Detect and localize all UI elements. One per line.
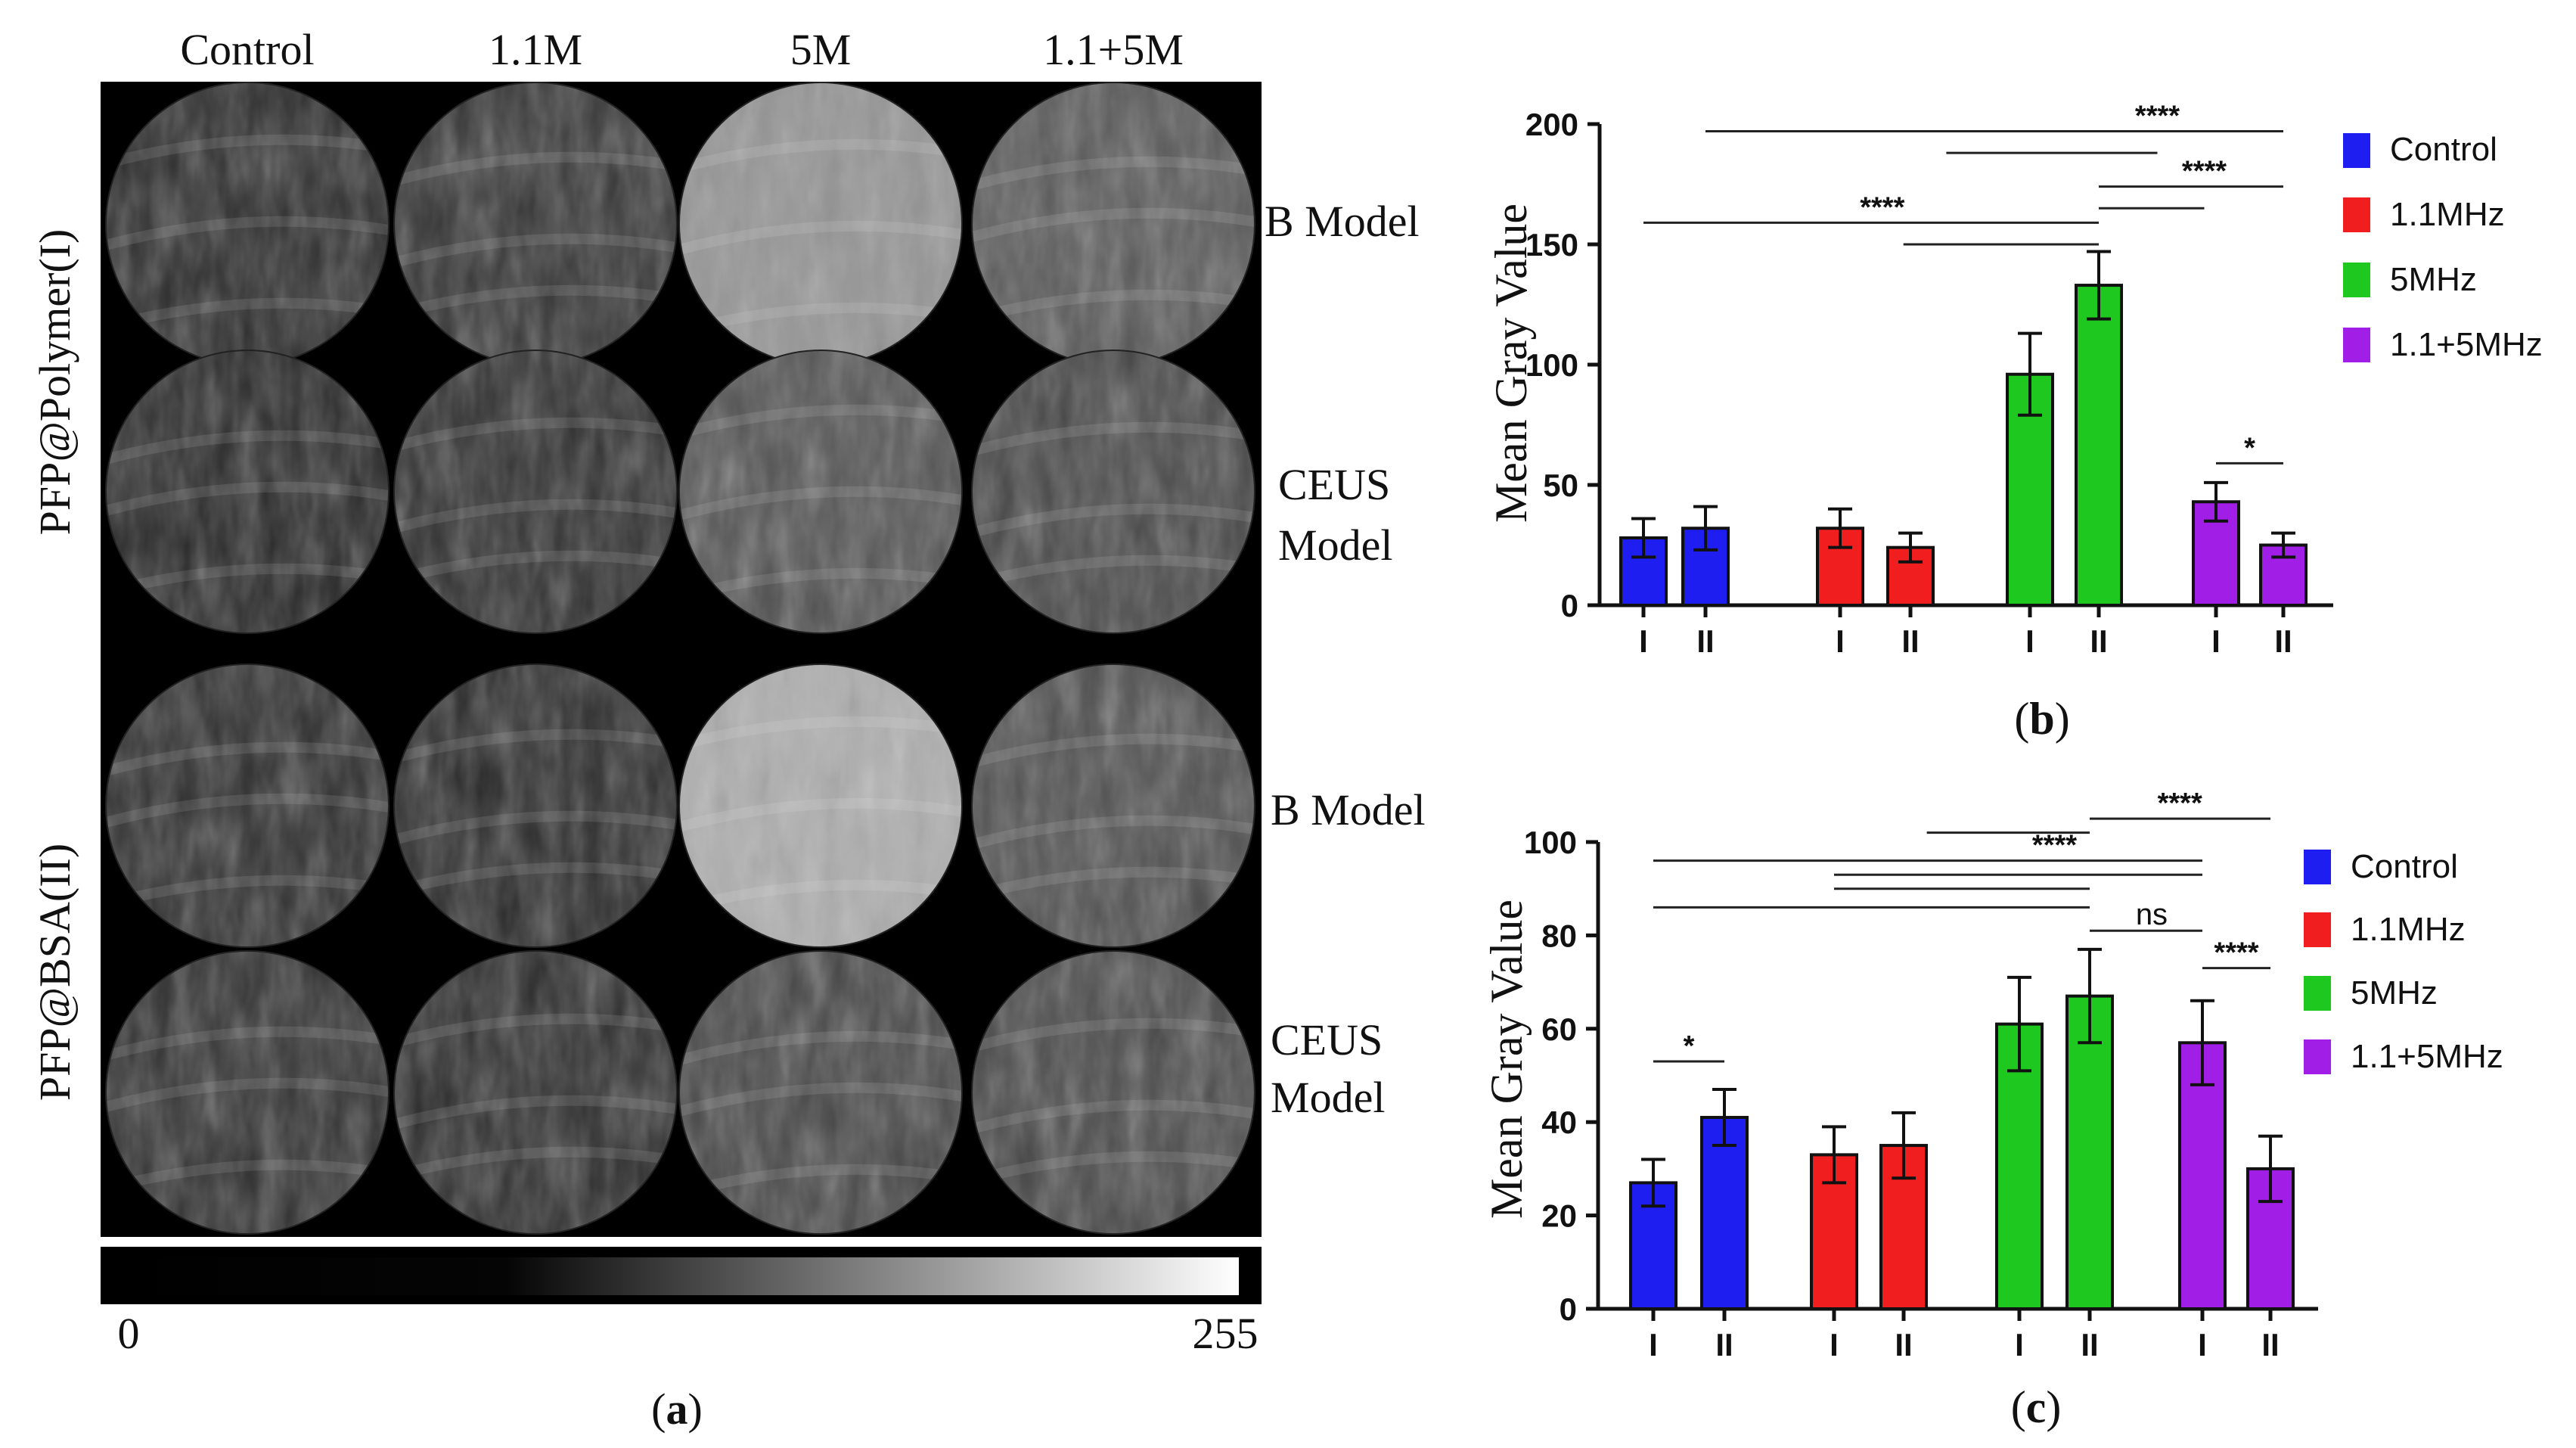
significance-label: * [1684, 1030, 1695, 1062]
x-tick-label: II [1901, 623, 1919, 659]
x-tick-label: I [2015, 1327, 2024, 1363]
scale-max-label: 255 [1193, 1309, 1259, 1358]
legend-c-swatch-control [2304, 850, 2331, 884]
ultrasound-image [971, 350, 1255, 634]
column-label-control: Control [180, 25, 314, 74]
legend-c-swatch-5mhz [2304, 976, 2331, 1011]
legend-b-label-1-1-5mhz: 1.1+5MHz [2390, 326, 2543, 363]
panel-a-caption: (a) [651, 1384, 703, 1434]
bar [1700, 1116, 1749, 1311]
ultrasound-image [971, 950, 1255, 1235]
row-label-b-model-2: B Model [1271, 785, 1426, 834]
scale-min-label: 0 [118, 1309, 140, 1358]
legend-c-swatch-1-1-5mhz [2304, 1039, 2331, 1074]
row-group-label-bsa: PFP@BSA(II) [30, 844, 79, 1101]
legend-b-swatch-5mhz [2343, 263, 2370, 297]
significance-label: **** [2214, 937, 2258, 969]
ultrasound-image [393, 82, 678, 366]
significance-label: **** [2032, 830, 2077, 862]
ultrasound-image [971, 663, 1255, 948]
x-tick-label: I [2025, 623, 2034, 659]
row-label-b-model-1: B Model [1265, 197, 1420, 246]
chart-b-ylabel: Mean Gray Value [1486, 204, 1536, 523]
y-tick-label: 100 [1524, 825, 1577, 860]
x-tick-label: I [2198, 1327, 2207, 1363]
panel-a-image-grid: Control 1.1M 5M 1.1+5M B Model CEUS Model… [30, 25, 1426, 1434]
column-label-1-1-5m: 1.1+5M [1043, 25, 1184, 74]
legend-b-label-control: Control [2390, 131, 2497, 168]
ultrasound-image [393, 350, 678, 634]
significance-label: * [2244, 432, 2255, 464]
legend-b-swatch-1-1mhz [2343, 197, 2370, 232]
x-tick-label: I [1639, 623, 1648, 659]
y-tick-label: 50 [1543, 468, 1578, 503]
gray-scale-bar [112, 1257, 1239, 1295]
significance-label: **** [2158, 788, 2202, 819]
chart-c-caption: (c) [2011, 1382, 2062, 1432]
legend-c-label-5mhz: 5MHz [2351, 974, 2438, 1011]
bar [2075, 284, 2123, 607]
y-tick-label: 0 [1561, 588, 1578, 623]
ultrasound-image [105, 350, 390, 634]
significance-label: **** [2182, 156, 2227, 188]
legend-b-label-1-1mhz: 1.1MHz [2390, 196, 2505, 233]
y-tick-label: 0 [1560, 1291, 1577, 1327]
ultrasound-image [971, 82, 1255, 366]
column-label-1-1m: 1.1M [489, 25, 582, 74]
legend-b-swatch-1-1-5mhz [2343, 328, 2370, 362]
x-tick-label: II [2261, 1327, 2279, 1363]
ultrasound-image [105, 950, 390, 1235]
y-tick-label: 100 [1525, 347, 1578, 383]
ultrasound-image [105, 82, 390, 366]
ultrasound-image [678, 82, 963, 366]
x-tick-label: II [1696, 623, 1714, 659]
ultrasound-image-circles [105, 82, 1255, 1235]
y-tick-label: 40 [1541, 1105, 1577, 1140]
legend-c-label-1-1mhz: 1.1MHz [2351, 911, 2466, 948]
y-tick-label: 200 [1525, 107, 1578, 142]
x-tick-label: I [1836, 623, 1845, 659]
y-tick-label: 60 [1541, 1011, 1577, 1047]
legend-b-swatch-control [2343, 133, 2370, 168]
x-tick-label: I [1649, 1327, 1658, 1363]
y-tick-label: 150 [1525, 227, 1578, 263]
chart-c-ylabel: Mean Gray Value [1482, 900, 1532, 1219]
ultrasound-image [678, 663, 963, 948]
row-label-ceus-model-2: CEUS Model [1271, 1015, 1385, 1122]
row-label-ceus-model-1: CEUS Model [1278, 460, 1392, 570]
significance-label: **** [2135, 101, 2180, 132]
x-tick-label: I [2211, 623, 2221, 659]
legend-b: Control 1.1MHz 5MHz 1.1+5MHz [2343, 131, 2543, 363]
significance-label: ns [2136, 898, 2168, 931]
y-tick-label: 20 [1541, 1198, 1577, 1234]
significance-label: **** [1860, 191, 1904, 223]
x-tick-label: I [1830, 1327, 1839, 1363]
column-label-5m: 5M [790, 25, 852, 74]
legend-c-label-1-1-5mhz: 1.1+5MHz [2351, 1038, 2503, 1075]
legend-c-label-control: Control [2351, 848, 2458, 885]
x-tick-label: II [2090, 623, 2107, 659]
ultrasound-image [678, 950, 963, 1235]
y-tick-label: 80 [1541, 918, 1577, 953]
legend-c: Control 1.1MHz 5MHz 1.1+5MHz [2304, 848, 2503, 1075]
x-tick-label: II [1895, 1327, 1912, 1363]
ultrasound-image [393, 950, 678, 1235]
ultrasound-image [393, 663, 678, 948]
x-tick-label: II [2081, 1327, 2098, 1363]
x-tick-label: II [1715, 1327, 1733, 1363]
legend-c-swatch-1-1mhz [2304, 912, 2331, 947]
ultrasound-image [678, 350, 963, 634]
row-group-label-polymer: PFP@Polymer(I) [30, 229, 79, 536]
legend-b-label-5mhz: 5MHz [2390, 261, 2477, 298]
chart-b-caption: (b) [2014, 694, 2069, 744]
x-tick-label: II [2274, 623, 2292, 659]
ultrasound-image [105, 663, 390, 948]
